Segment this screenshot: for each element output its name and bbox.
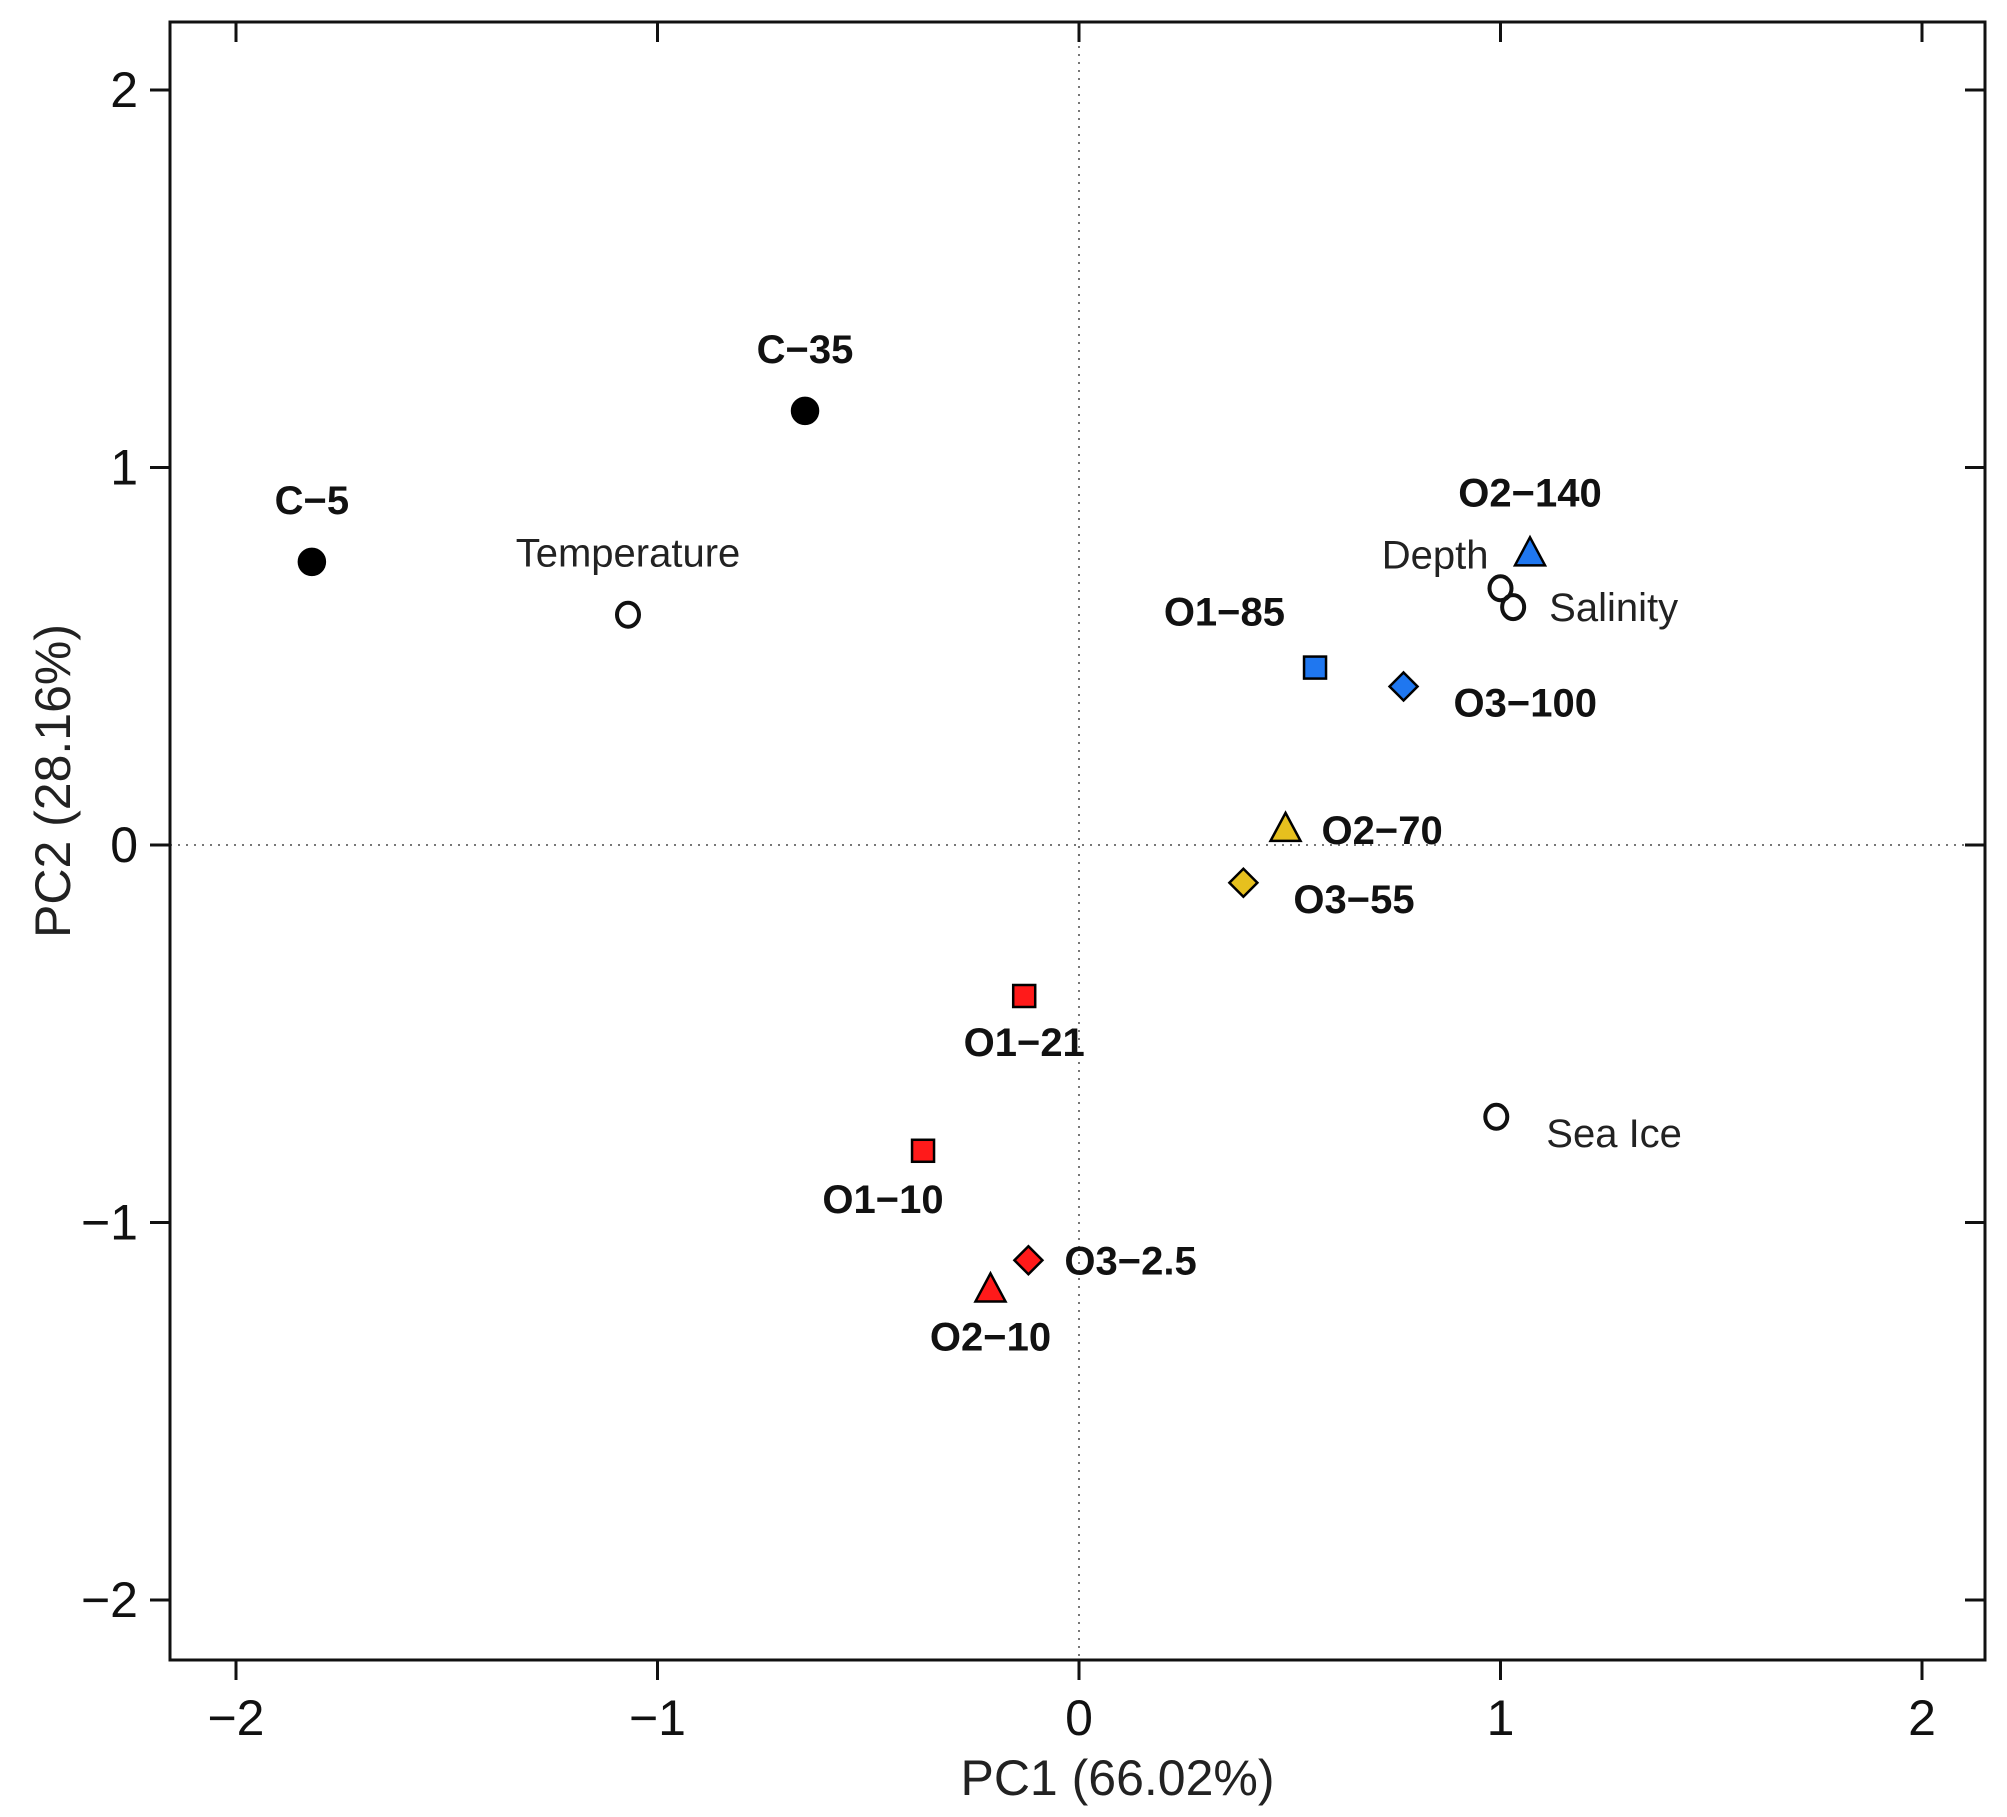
sample-label: O2−10 [930, 1315, 1051, 1359]
sample-point-square [1302, 655, 1328, 680]
y-tick-label: 0 [110, 817, 138, 873]
y-tick-label: 2 [110, 62, 138, 118]
variable-point [1483, 1102, 1510, 1131]
variable-label: Depth [1382, 533, 1489, 577]
sample-point-triangle [1512, 534, 1548, 567]
x-axis-label: PC1 (66.02%) [960, 1750, 1274, 1806]
sample-point-diamond [1387, 670, 1420, 703]
x-tick-label: 0 [1065, 1690, 1093, 1746]
sample-label: O1−21 [964, 1021, 1085, 1065]
variable-point [1487, 574, 1514, 603]
sample-point-diamond [1012, 1244, 1045, 1277]
sample-point-diamond [1227, 866, 1260, 899]
sample-label: C−35 [757, 328, 854, 372]
variable-point [614, 600, 641, 629]
sample-label: O2−70 [1322, 809, 1443, 853]
sample-point-triangle [973, 1270, 1008, 1303]
x-tick-label: −1 [629, 1690, 686, 1746]
sample-label: O3−2.5 [1064, 1239, 1196, 1283]
sample-point-circle [790, 396, 820, 426]
y-axis-label: PC2 (28.16%) [25, 624, 81, 938]
x-tick-label: 1 [1487, 1690, 1515, 1746]
y-tick-label: −1 [81, 1195, 138, 1251]
variable-label: Temperature [516, 532, 741, 576]
x-tick-label: −2 [207, 1690, 264, 1746]
x-tick-label: 2 [1908, 1690, 1936, 1746]
sample-point-square [1011, 983, 1037, 1009]
sample-point-square [910, 1138, 936, 1164]
y-tick-label: −2 [81, 1572, 138, 1628]
sample-label: O2−140 [1458, 471, 1601, 515]
sample-label: O3−100 [1454, 681, 1597, 725]
sample-label: O3−55 [1293, 878, 1414, 922]
sample-label: O1−10 [822, 1178, 943, 1222]
sample-point-circle [297, 547, 327, 577]
y-tick-label: 1 [110, 440, 138, 496]
sample-label: C−5 [275, 479, 350, 523]
sample-point-triangle [1268, 810, 1303, 843]
plot-frame [168, 20, 1987, 1662]
sample-label: O1−85 [1164, 591, 1285, 635]
variable-label: Salinity [1549, 586, 1678, 630]
variable-label: Sea Ice [1546, 1112, 1682, 1156]
variable-point [1500, 593, 1527, 622]
